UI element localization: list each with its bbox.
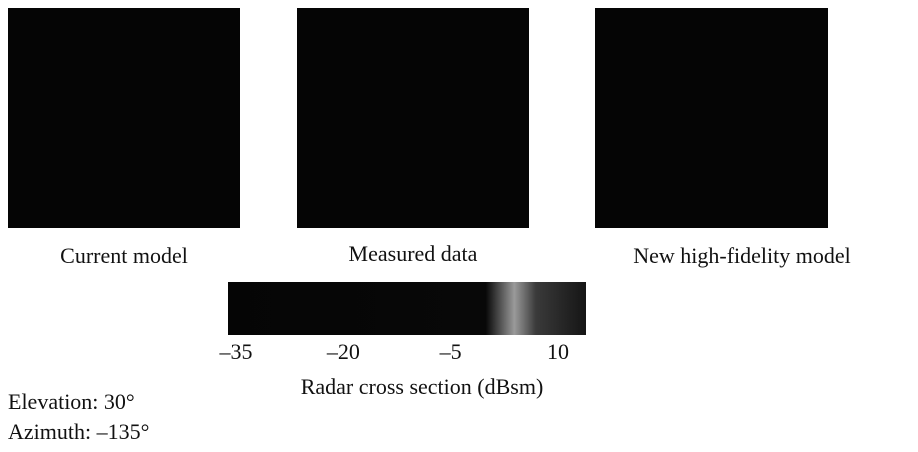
colorbar-tick-label: 10: [547, 339, 569, 364]
colorbar-label: Radar cross section (dBsm): [301, 374, 544, 399]
colorbar: [228, 282, 586, 335]
colorbar-ticks: –35 –20 –5 10: [219, 339, 570, 364]
elevation: Elevation: 30°: [8, 389, 135, 414]
panel-label: Current model: [60, 243, 188, 268]
image-panel: [8, 8, 240, 228]
colorbar-tick-label: –35: [219, 339, 253, 364]
panel-label: New high-fidelity model: [633, 243, 851, 268]
panel-label: Measured data: [349, 241, 478, 266]
colorbar-tick-label: –5: [439, 339, 462, 364]
image-panel: [595, 8, 828, 228]
azimuth: Azimuth: –135°: [8, 419, 149, 444]
colorbar-tick-label: –20: [326, 339, 360, 364]
image-panel: [297, 8, 529, 228]
